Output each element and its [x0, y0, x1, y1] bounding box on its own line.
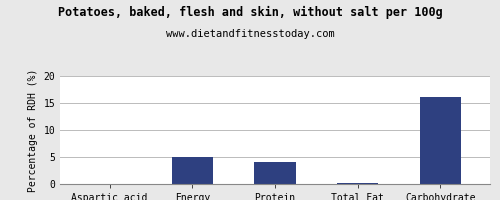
Bar [420, 97, 461, 184]
Bar [172, 157, 213, 184]
Text: www.dietandfitnesstoday.com: www.dietandfitnesstoday.com [166, 29, 334, 39]
Text: Potatoes, baked, flesh and skin, without salt per 100g: Potatoes, baked, flesh and skin, without… [58, 6, 442, 19]
Bar [254, 162, 296, 184]
Bar [337, 183, 378, 184]
Y-axis label: Percentage of RDH (%): Percentage of RDH (%) [28, 68, 38, 192]
